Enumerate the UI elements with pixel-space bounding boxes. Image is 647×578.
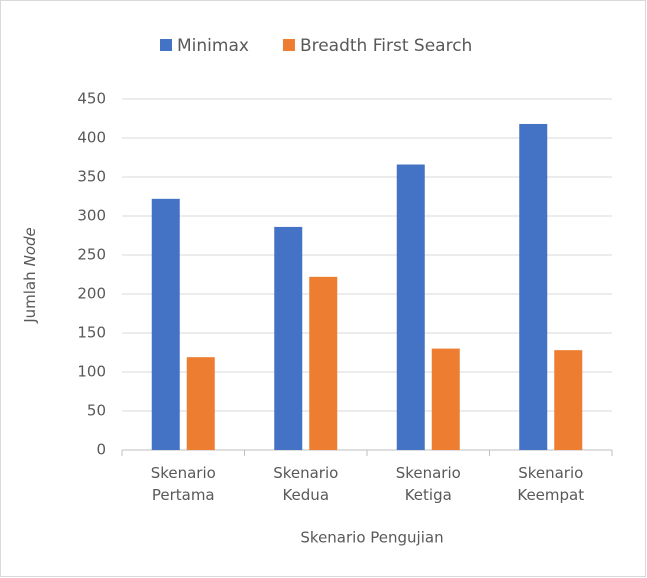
- bar: [431, 348, 460, 450]
- y-tick-label: 150: [77, 324, 106, 342]
- y-tick-label: 350: [77, 168, 106, 186]
- legend-label: Breadth First Search: [300, 36, 472, 56]
- x-tick-label: Skenario Kedua: [273, 464, 339, 504]
- y-tick-label: 100: [77, 363, 106, 381]
- x-tick-label: Skenario Keempat: [517, 464, 585, 504]
- x-tick-label: Skenario Pertama: [150, 464, 216, 504]
- bar: [309, 276, 338, 450]
- bar: [554, 350, 583, 450]
- x-tick-label: Skenario Ketiga: [395, 464, 461, 504]
- y-tick-label: 250: [77, 246, 106, 264]
- y-axis-label: Jumlah Node: [21, 227, 39, 324]
- y-tick-label: 450: [77, 90, 106, 108]
- legend-swatch: [282, 39, 295, 51]
- y-axis-label-part: Jumlah: [21, 271, 39, 323]
- legend-swatch: [160, 39, 172, 51]
- y-tick-label: 200: [77, 285, 106, 303]
- bar: [396, 164, 425, 450]
- bar: [186, 357, 215, 450]
- legend-label: Minimax: [177, 36, 249, 56]
- y-tick-label: 0: [96, 441, 106, 459]
- y-tick-label: 400: [77, 129, 106, 147]
- bar: [519, 123, 548, 451]
- bar: [151, 198, 180, 450]
- y-axis-label-part: Node: [21, 227, 39, 266]
- x-axis-label: Skenario Pengujian: [300, 529, 443, 547]
- bar: [274, 226, 303, 450]
- y-tick-label: 300: [77, 207, 106, 225]
- y-tick-label: 50: [87, 402, 106, 420]
